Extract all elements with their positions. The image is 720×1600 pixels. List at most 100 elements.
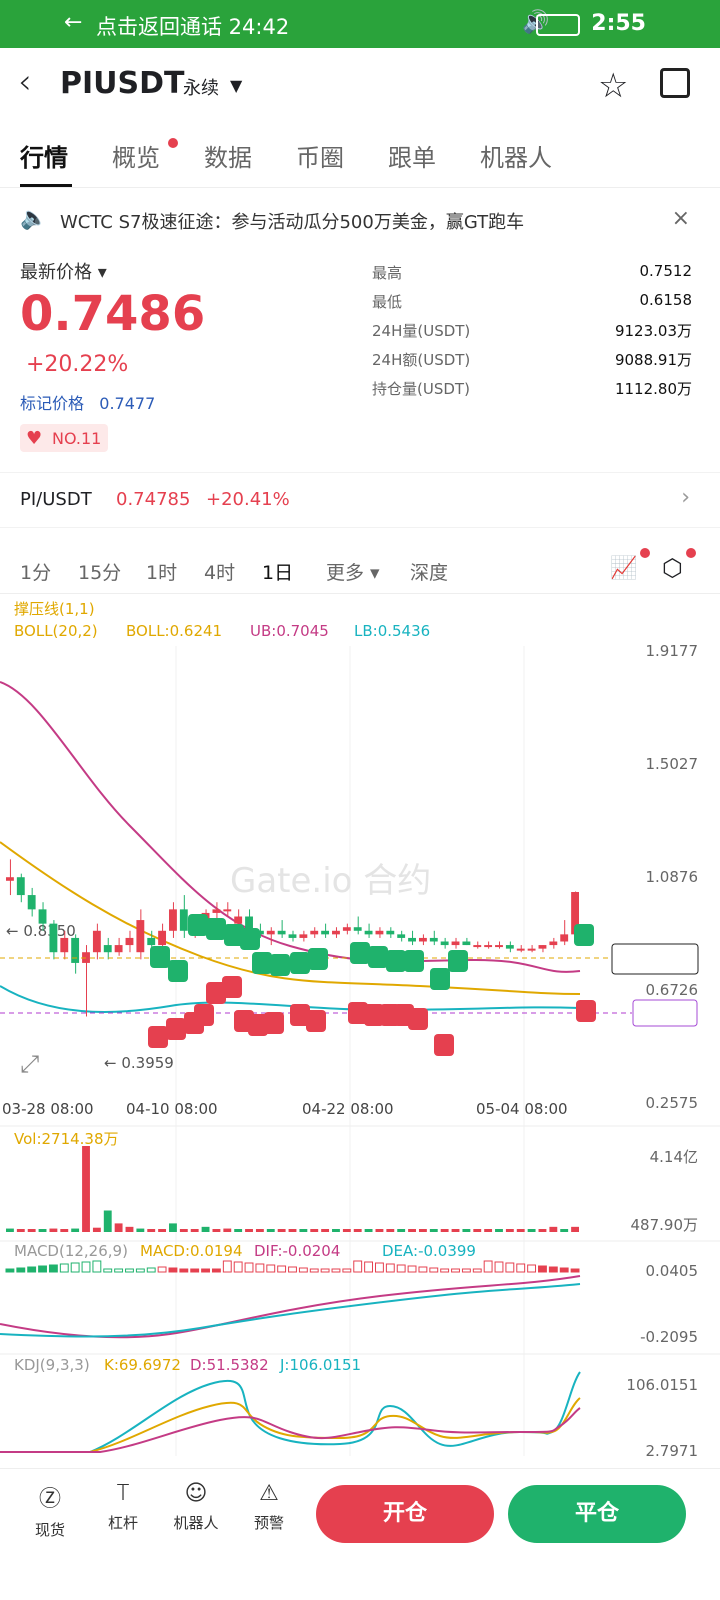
buy-marker <box>194 1004 214 1026</box>
macd-histogram-bar <box>92 1260 102 1273</box>
stat-24h-turnover: 24H额(USDT) 9088.91万 <box>372 349 692 378</box>
volume-tick-low: 487.90万 <box>631 1216 699 1234</box>
announcement-text[interactable]: WCTC S7极速征途：参与活动瓜分500万美金，赢GT跑车 <box>60 212 525 233</box>
macd-histogram-bar <box>5 1268 15 1273</box>
volume-bar <box>38 1229 47 1232</box>
buy-marker <box>408 1008 428 1030</box>
volume-bar <box>201 1226 210 1232</box>
sell-marker <box>252 952 272 974</box>
candle-body <box>353 927 362 931</box>
rank-badge[interactable]: ♥ NO.11 <box>20 424 108 452</box>
close-icon[interactable]: × <box>671 206 690 231</box>
volume-bar <box>505 1229 514 1232</box>
page-title: PIUSDT <box>60 66 185 101</box>
volume-bar <box>527 1229 536 1232</box>
macd-histogram-bar <box>461 1268 471 1273</box>
volume-bar <box>147 1229 156 1232</box>
alarm-icon: ⚠ <box>259 1481 279 1506</box>
candle-body <box>49 923 58 953</box>
favorite-star-icon[interactable]: ☆ <box>598 66 629 106</box>
stat-value: 0.7512 <box>639 262 693 280</box>
mark-price-label: 标记价格 <box>20 394 85 413</box>
sell-marker <box>448 950 468 972</box>
volume-bar <box>288 1229 297 1232</box>
kdj-j: J:106.0151 <box>279 1356 361 1374</box>
volume-bar <box>342 1229 351 1232</box>
candle-body <box>71 937 80 963</box>
nav-bot-label: 机器人 <box>173 1514 219 1532</box>
kdj-k-line <box>0 1397 581 1453</box>
macd-histogram-bar <box>179 1268 189 1273</box>
macd-histogram-bar <box>483 1260 493 1273</box>
candle-body <box>364 930 373 935</box>
interval-4h[interactable]: 4时 <box>204 562 236 584</box>
sell-marker <box>240 928 260 950</box>
candle-body <box>342 927 351 931</box>
candle-body <box>125 937 134 946</box>
macd-histogram-bar <box>146 1267 156 1273</box>
macd-histogram-bar <box>353 1260 363 1273</box>
macd-histogram-bar <box>255 1263 265 1273</box>
macd-histogram-bar <box>309 1268 319 1273</box>
share-icon[interactable] <box>660 68 690 98</box>
volume-bar <box>484 1229 493 1232</box>
stat-open-interest: 持仓量(USDT) 1112.80万 <box>372 378 692 407</box>
candle-body <box>266 930 275 935</box>
back-icon[interactable]: ‹ <box>18 62 32 102</box>
macd-histogram-bar <box>244 1262 254 1273</box>
volume-bar <box>234 1229 243 1232</box>
tab-market[interactable]: 行情 <box>20 144 68 172</box>
interval-1h[interactable]: 1时 <box>146 562 178 584</box>
macd-dif-line <box>0 1275 581 1339</box>
spot-pair-name: PI/USDT <box>20 489 92 510</box>
interval-1m[interactable]: 1分 <box>20 562 52 584</box>
volume-bar <box>462 1229 471 1232</box>
tab-copy-trade[interactable]: 跟单 <box>388 144 436 172</box>
close-position-button[interactable]: 平仓 <box>508 1485 686 1543</box>
nav-spot[interactable]: Ⓩ 现货 <box>20 1481 80 1540</box>
kdj-label: KDJ(9,3,3) <box>14 1356 90 1374</box>
spot-pair-row[interactable]: PI/USDT 0.74785 +20.41% › <box>0 472 720 528</box>
sell-marker <box>188 914 208 936</box>
nav-alert[interactable]: ⚠ 预警 <box>239 1481 299 1533</box>
candle-body <box>505 945 514 949</box>
candle-body <box>451 941 460 946</box>
interval-depth[interactable]: 深度 <box>410 562 449 584</box>
settings-hexagon-icon[interactable]: ⬡ <box>662 554 683 582</box>
buy-marker <box>248 1014 268 1036</box>
candle-body <box>516 948 525 951</box>
volume-bar <box>212 1229 221 1232</box>
contract-type[interactable]: 永续 <box>183 78 219 99</box>
indicator-chart-icon[interactable]: 📈 <box>610 556 638 581</box>
tab-data[interactable]: 数据 <box>204 144 252 172</box>
nav-leverage[interactable]: ⟙ 杠杆 <box>93 1481 153 1533</box>
interval-1d[interactable]: 1日 <box>262 562 294 584</box>
interval-more[interactable]: 更多 ▾ <box>326 562 380 584</box>
stat-value: 9088.91万 <box>614 351 692 369</box>
interval-more-label: 更多 <box>326 562 365 584</box>
tab-community[interactable]: 币圈 <box>296 144 344 172</box>
spot-pair-change: +20.41% <box>206 489 290 510</box>
macd-histogram-bar <box>70 1262 80 1273</box>
tab-bots[interactable]: 机器人 <box>480 144 552 172</box>
expand-icon: ⤢ <box>20 1050 39 1078</box>
candle-body <box>277 930 286 935</box>
nav-bot[interactable]: ☺ 机器人 <box>166 1481 226 1533</box>
nav-leverage-label: 杠杆 <box>107 1514 138 1532</box>
call-back-arrow-icon[interactable]: ← <box>64 10 83 35</box>
stat-value: 1112.80万 <box>614 380 692 398</box>
kline-chart-svg[interactable]: 撑压线(1,1) BOLL(20,2) BOLL:0.6241 UB:0.7045 LB… <box>0 596 720 1462</box>
macd-histogram-bar <box>440 1268 450 1273</box>
open-position-button[interactable]: 开仓 <box>316 1485 494 1543</box>
macd-histogram-bar <box>190 1268 200 1273</box>
interval-15m[interactable]: 15分 <box>78 562 122 584</box>
announcement-bar[interactable]: 🔈 WCTC S7极速征途：参与活动瓜分500万美金，赢GT跑车 × <box>0 198 720 242</box>
stat-label: 24H额(USDT) <box>372 351 471 369</box>
tab-overview[interactable]: 概览 <box>112 144 160 172</box>
latest-price-label[interactable]: 最新价格 ▾ <box>20 262 107 283</box>
macd-histogram-bar <box>364 1261 374 1273</box>
return-to-call-text[interactable]: 点击返回通话 24:42 <box>96 15 290 39</box>
caret-down-icon[interactable]: ▼ <box>230 76 243 95</box>
kline-chart[interactable]: 撑压线(1,1) BOLL(20,2) BOLL:0.6241 UB:0.7045 LB… <box>0 596 720 1462</box>
macd-histogram-bar <box>407 1265 417 1273</box>
